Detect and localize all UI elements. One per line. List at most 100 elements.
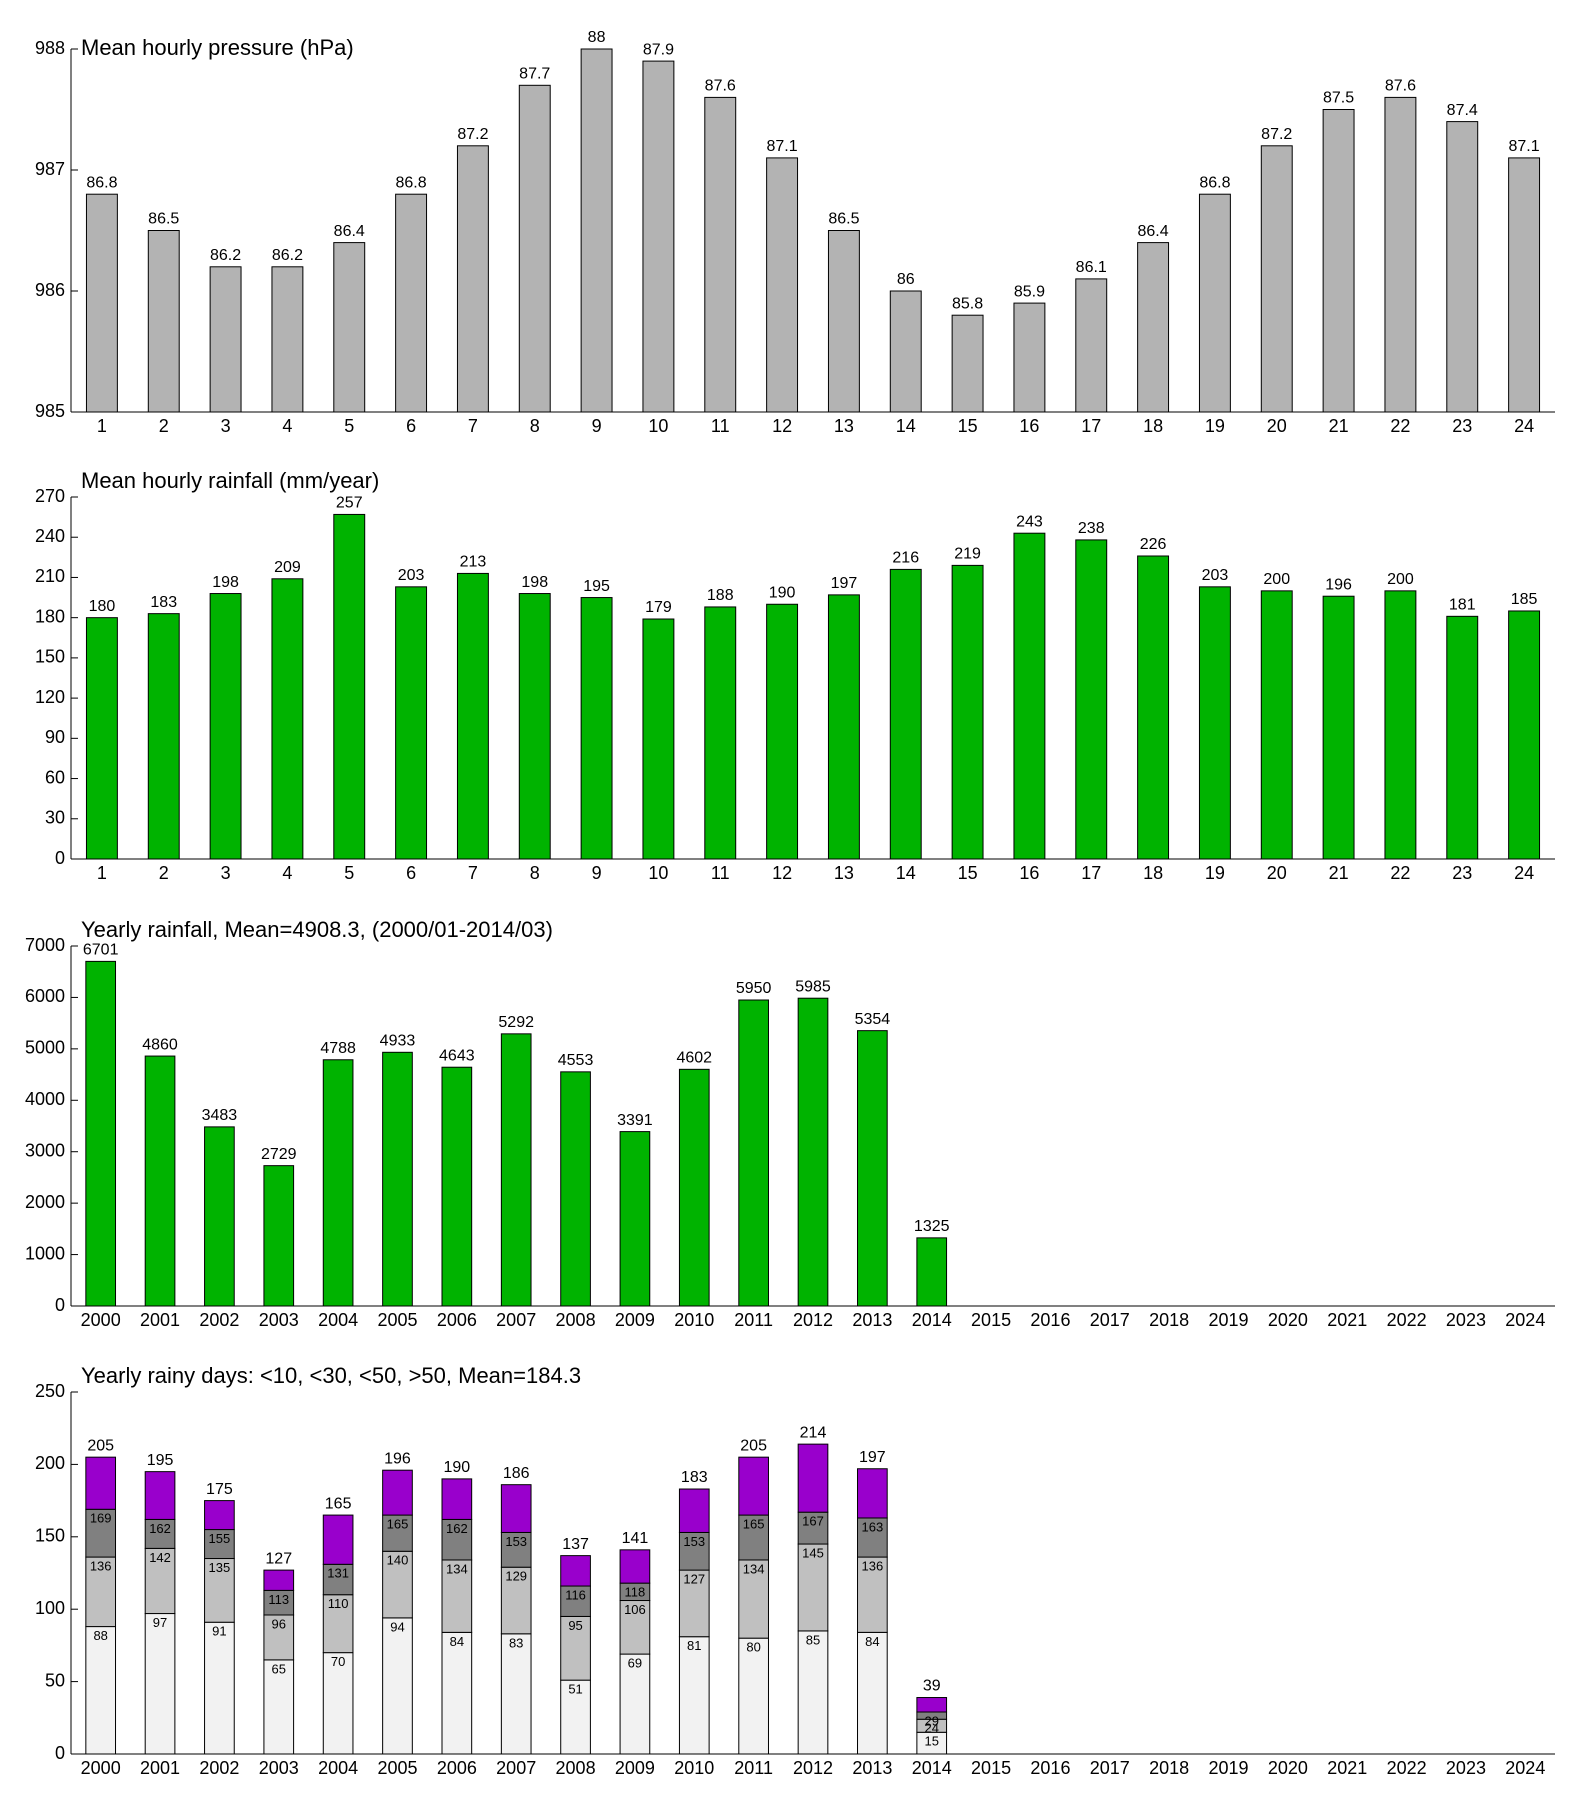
x-tick-label: 1 — [97, 863, 107, 883]
x-tick-label: 15 — [958, 416, 978, 436]
segment-label: 110 — [328, 1596, 349, 1611]
value-label: 86.4 — [334, 223, 365, 240]
x-tick-label: 2000 — [81, 1758, 121, 1778]
y-tick-label: 988 — [35, 38, 65, 58]
x-tick-label: 15 — [958, 863, 978, 883]
x-tick-label: 2015 — [971, 1310, 1011, 1330]
y-tick-label: 90 — [45, 727, 65, 747]
value-label: 87.2 — [457, 126, 488, 143]
total-label: 141 — [622, 1530, 649, 1547]
value-label: 4643 — [439, 1047, 475, 1064]
segment-label: 85 — [806, 1632, 820, 1647]
y-tick-label: 100 — [35, 1598, 65, 1618]
x-tick-label: 2011 — [734, 1758, 773, 1778]
bar-segment — [204, 1558, 235, 1623]
value-label: 5950 — [736, 980, 772, 997]
value-label: 5354 — [855, 1011, 891, 1028]
bar — [889, 290, 922, 413]
x-tick-label: 2004 — [318, 1758, 358, 1778]
bar — [263, 1165, 295, 1307]
segment-label: 91 — [212, 1624, 226, 1639]
x-tick-label: 2007 — [496, 1310, 536, 1330]
value-label: 200 — [1387, 571, 1414, 588]
bar — [889, 568, 922, 860]
x-tick-label: 19 — [1205, 416, 1225, 436]
segment-label: 136 — [862, 1559, 884, 1574]
x-tick-label: 3 — [221, 416, 231, 436]
bar — [1260, 590, 1293, 860]
value-label: 86.8 — [86, 174, 117, 191]
bar — [678, 1068, 710, 1307]
x-tick-label: 7 — [468, 416, 478, 436]
bar-segment — [144, 1518, 176, 1549]
bar — [1260, 145, 1293, 413]
x-tick-label: 21 — [1329, 863, 1349, 883]
y-tick-label: 180 — [35, 606, 65, 626]
bar — [704, 96, 737, 413]
bar-segment — [500, 1633, 532, 1755]
x-tick-label: 24 — [1514, 863, 1534, 883]
x-tick-label: 2005 — [377, 1310, 417, 1330]
value-label: 4933 — [380, 1033, 416, 1050]
y-tick-label: 150 — [35, 647, 65, 667]
x-tick-label: 17 — [1081, 863, 1101, 883]
value-label: 219 — [954, 546, 981, 563]
bar — [1075, 539, 1108, 860]
segment-label: 153 — [505, 1534, 527, 1549]
x-tick-label: 23 — [1452, 416, 1472, 436]
x-tick-label: 2 — [159, 863, 169, 883]
value-label: 86.2 — [210, 247, 241, 264]
y-tick-label: 0 — [55, 1295, 65, 1315]
segment-label: 162 — [446, 1521, 468, 1536]
y-tick-label: 4000 — [25, 1089, 65, 1109]
value-label: 3483 — [202, 1107, 238, 1124]
segment-label: 134 — [446, 1561, 468, 1576]
bar-segment — [441, 1631, 473, 1755]
total-label: 205 — [740, 1437, 767, 1454]
total-label: 165 — [325, 1495, 352, 1512]
x-tick-label: 6 — [406, 863, 416, 883]
value-label: 87.1 — [767, 138, 798, 155]
bar-segment — [738, 1559, 769, 1639]
segment-label: 162 — [149, 1521, 171, 1536]
bar-segment — [382, 1469, 413, 1516]
bar — [500, 1033, 532, 1307]
bar-segment — [619, 1600, 651, 1655]
value-label: 181 — [1449, 597, 1476, 614]
bar — [209, 266, 242, 413]
bar — [1013, 532, 1046, 860]
x-tick-label: 9 — [592, 416, 602, 436]
x-tick-label: 2010 — [674, 1310, 714, 1330]
x-tick-label: 14 — [896, 416, 916, 436]
x-tick-label: 2005 — [377, 1758, 417, 1778]
bar-segment — [263, 1659, 295, 1755]
x-tick-label: 12 — [772, 416, 792, 436]
y-tick-label: 150 — [35, 1526, 65, 1546]
x-tick-label: 5 — [344, 416, 354, 436]
value-label: 196 — [1325, 576, 1352, 593]
segment-label: 135 — [209, 1560, 231, 1575]
segment-label: 96 — [272, 1616, 286, 1631]
segment-label: 165 — [743, 1517, 765, 1532]
x-tick-label: 10 — [648, 863, 668, 883]
x-tick-label: 4 — [282, 416, 292, 436]
x-tick-label: 2022 — [1387, 1758, 1427, 1778]
y-tick-label: 270 — [35, 486, 65, 506]
total-label: 137 — [562, 1536, 589, 1553]
bar — [1384, 96, 1417, 413]
x-tick-label: 11 — [711, 416, 730, 436]
segment-label: 83 — [509, 1635, 523, 1650]
chart-title: Yearly rainy days: <10, <30, <50, >50, M… — [81, 1363, 581, 1388]
bar-segment — [678, 1636, 710, 1755]
value-label: 87.2 — [1261, 126, 1292, 143]
bar-segment — [560, 1555, 591, 1587]
y-tick-label: 2000 — [25, 1192, 65, 1212]
segment-label: 129 — [505, 1569, 527, 1584]
x-tick-label: 13 — [834, 416, 854, 436]
bar — [797, 997, 829, 1307]
segment-label: 116 — [565, 1587, 586, 1602]
total-label: 186 — [503, 1465, 530, 1482]
segment-label: 97 — [153, 1615, 167, 1630]
